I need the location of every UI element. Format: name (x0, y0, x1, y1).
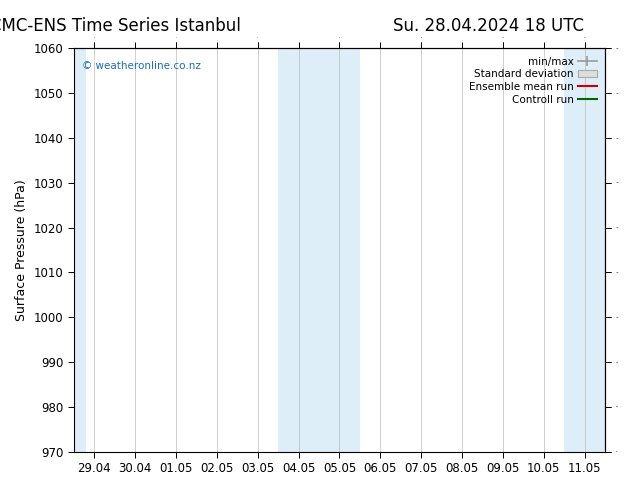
Text: CMC-ENS Time Series Istanbul: CMC-ENS Time Series Istanbul (0, 17, 241, 35)
Bar (278, 49, 360, 452)
Bar (564, 49, 605, 452)
Bar (74, 49, 86, 452)
Y-axis label: Surface Pressure (hPa): Surface Pressure (hPa) (15, 179, 28, 321)
Text: © weatheronline.co.nz: © weatheronline.co.nz (82, 61, 200, 71)
Legend: min/max, Standard deviation, Ensemble mean run, Controll run: min/max, Standard deviation, Ensemble me… (466, 54, 600, 108)
Text: Su. 28.04.2024 18 UTC: Su. 28.04.2024 18 UTC (393, 17, 584, 35)
